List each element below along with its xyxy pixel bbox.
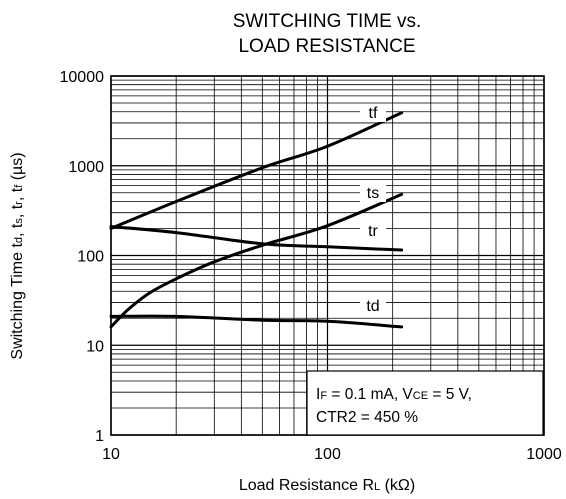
series-line-tr: [109, 192, 404, 329]
x-axis-label: Load Resistance RL (kΩ): [239, 477, 415, 494]
series-line-td: [109, 314, 404, 329]
y-tick-label: 10000: [60, 69, 105, 86]
conditions-line2: CTR2 = 450 %: [316, 409, 418, 426]
y-axis-label: Switching Time td, ts, tr, tf (µs): [9, 152, 26, 359]
chart-title-line1: SWITCHING TIME vs.: [233, 11, 422, 32]
series-label-tr: tr: [368, 223, 378, 240]
series-label-td: td: [366, 298, 379, 315]
y-tick-label: 1000: [68, 159, 104, 176]
curve-labels: tf ts tr td: [360, 104, 386, 315]
series-line-tf: [109, 111, 404, 230]
series-label-bg-tf: [360, 104, 386, 122]
series-label-bg-ts: [360, 184, 386, 202]
x-tick-label: 10: [102, 446, 120, 463]
y-tick-label: 1: [95, 428, 104, 445]
curves: [109, 111, 404, 329]
x-tick-label: 100: [314, 446, 341, 463]
x-tick-label: 1000: [526, 446, 562, 463]
conditions-box: IF = 0.1 mA, VCE = 5 V, CTR2 = 450 %: [306, 370, 544, 436]
conditions-line1: IF = 0.1 mA, VCE = 5 V,: [316, 386, 472, 403]
series-label-tf: tf: [369, 105, 378, 122]
y-tick-label: 10: [86, 338, 104, 355]
series-label-bg-td: [360, 297, 386, 315]
conditions-box-frame: [306, 370, 544, 436]
series-label-ts: ts: [367, 185, 379, 202]
y-tick-label: 100: [77, 249, 104, 266]
series-label-bg-tr: [360, 222, 386, 240]
chart-title-line2: LOAD RESISTANCE: [238, 36, 415, 57]
